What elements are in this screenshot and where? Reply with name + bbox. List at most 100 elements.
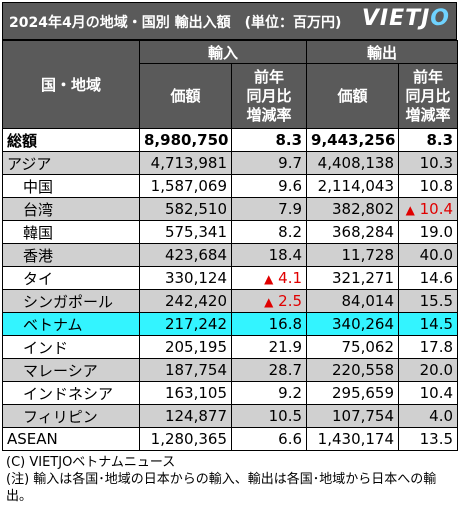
export-value: 295,659 [306, 381, 400, 405]
export-value: 321,271 [306, 266, 400, 290]
import-value: 124,877 [139, 404, 232, 428]
header-export-change: 前年 同月比 増減率 [398, 63, 459, 129]
import-value: 187,754 [139, 358, 232, 382]
header-import-value: 価額 [139, 63, 232, 129]
import-change: 6.6 [230, 427, 308, 451]
table-body: 総額 8,980,750 8.3 9,443,256 8.3 アジア 4,713,981 9.… [2, 128, 459, 451]
table-row: タイ 330,124 ▲ 4.1 321,271 14.6 [2, 266, 459, 290]
table-row: 総額 8,980,750 8.3 9,443,256 8.3 [2, 128, 459, 152]
export-value: 4,408,138 [306, 151, 400, 175]
import-value: 1,587,069 [139, 174, 232, 198]
table-row: 韓国 575,341 8.2 368,284 19.0 [2, 220, 459, 244]
region-name: 香港 [2, 243, 140, 267]
export-value: 11,728 [306, 243, 400, 267]
table-row: フィリピン 124,877 10.5 107,754 4.0 [2, 404, 459, 428]
import-change: 8.2 [230, 220, 308, 244]
import-value: 330,124 [139, 266, 232, 290]
import-change: 18.4 [230, 243, 308, 267]
import-value: 582,510 [139, 197, 232, 221]
table-row: ASEAN 1,280,365 6.6 1,430,174 13.5 [2, 427, 459, 451]
import-change: 9.7 [230, 151, 308, 175]
import-change: 10.5 [230, 404, 308, 428]
export-value: 368,284 [306, 220, 400, 244]
export-value: 2,114,043 [306, 174, 400, 198]
table-row: ベトナム 217,242 16.8 340,264 14.5 [2, 312, 459, 336]
region-name: マレーシア [2, 358, 140, 382]
import-change: 7.9 [230, 197, 308, 221]
region-name: 中国 [2, 174, 140, 198]
import-change: 8.3 [230, 128, 308, 152]
import-value: 217,242 [139, 312, 232, 336]
import-change: 16.8 [230, 312, 308, 336]
export-change: 8.3 [398, 128, 459, 152]
region-name: シンガポール [2, 289, 140, 313]
header-import: 輸入 [138, 40, 308, 64]
region-name: フィリピン [2, 404, 140, 428]
table-title: 2024年4月の地域・国別 輸出入額 (単位：百万円) [9, 15, 342, 31]
region-name: 台湾 [2, 197, 140, 221]
import-change: 21.9 [230, 335, 308, 359]
import-value: 242,420 [139, 289, 232, 313]
table-row: 中国 1,587,069 9.6 2,114,043 10.8 [2, 174, 459, 198]
vietjo-logo: VIETJO [361, 6, 450, 31]
table-row: 台湾 582,510 7.9 382,802 ▲ 10.4 [2, 197, 459, 221]
export-change: 17.8 [398, 335, 459, 359]
table-row: マレーシア 187,754 28.7 220,558 20.0 [2, 358, 459, 382]
export-change: 20.0 [398, 358, 459, 382]
footnote: (注) 輸入は各国･地域の日本からの輸入、輸出は各国･地域から日本への輸出。 [6, 472, 437, 504]
import-change: 9.6 [230, 174, 308, 198]
export-change: 13.5 [398, 427, 459, 451]
header-region: 国・地域 [2, 40, 140, 129]
table-row: アジア 4,713,981 9.7 4,408,138 10.3 [2, 151, 459, 175]
change-value: 10.4 [419, 200, 454, 218]
import-value: 8,980,750 [139, 128, 232, 152]
region-name: アジア [2, 151, 140, 175]
copyright-note: (C) VIETJOベトナムニュース [6, 455, 176, 470]
table-row: シンガポール 242,420 ▲ 2.5 84,014 15.5 [2, 289, 459, 313]
export-value: 75,062 [306, 335, 400, 359]
change-value: 4.1 [278, 269, 303, 287]
table-row: インド 205,195 21.9 75,062 17.8 [2, 335, 459, 359]
export-change: 15.5 [398, 289, 459, 313]
export-value: 340,264 [306, 312, 400, 336]
decrease-marker: ▲ [264, 272, 274, 286]
export-change: 10.4 [398, 381, 459, 405]
table-row: 香港 423,684 18.4 11,728 40.0 [2, 243, 459, 267]
import-change: 28.7 [230, 358, 308, 382]
region-name: インドネシア [2, 381, 140, 405]
export-value: 84,014 [306, 289, 400, 313]
region-name: タイ [2, 266, 140, 290]
import-value: 4,713,981 [139, 151, 232, 175]
export-value: 220,558 [306, 358, 400, 382]
export-value: 1,430,174 [306, 427, 400, 451]
import-change: 9.2 [230, 381, 308, 405]
header-export: 輸出 [306, 40, 459, 64]
export-change: 4.0 [398, 404, 459, 428]
export-change: 10.8 [398, 174, 459, 198]
region-name: 韓国 [2, 220, 140, 244]
notes: (C) VIETJOベトナムニュース (注) 輸入は各国･地域の日本からの輸入、… [6, 454, 456, 505]
export-change: ▲ 10.4 [398, 197, 459, 221]
import-value: 205,195 [139, 335, 232, 359]
title-bar: 2024年4月の地域・国別 輸出入額 (単位：百万円) VIETJO [2, 2, 457, 40]
region-name: ASEAN [2, 427, 140, 451]
trade-table: 国・地域 輸入 輸出 価額 前年 同月比 増減率 価額 前年 同月比 増減率 総額 8,9… [2, 40, 459, 451]
header-import-change: 前年 同月比 増減率 [230, 63, 308, 129]
change-value: 2.5 [278, 292, 303, 310]
import-value: 575,341 [139, 220, 232, 244]
export-value: 382,802 [306, 197, 400, 221]
export-change: 10.3 [398, 151, 459, 175]
export-value: 107,754 [306, 404, 400, 428]
export-change: 19.0 [398, 220, 459, 244]
import-value: 163,105 [139, 381, 232, 405]
import-value: 1,280,365 [139, 427, 232, 451]
import-change: ▲ 2.5 [230, 289, 308, 313]
region-name: ベトナム [2, 312, 140, 336]
export-change: 40.0 [398, 243, 459, 267]
table-row: インドネシア 163,105 9.2 295,659 10.4 [2, 381, 459, 405]
decrease-marker: ▲ [405, 203, 415, 217]
decrease-marker: ▲ [264, 295, 274, 309]
import-change: ▲ 4.1 [230, 266, 308, 290]
region-name: 総額 [2, 128, 140, 152]
